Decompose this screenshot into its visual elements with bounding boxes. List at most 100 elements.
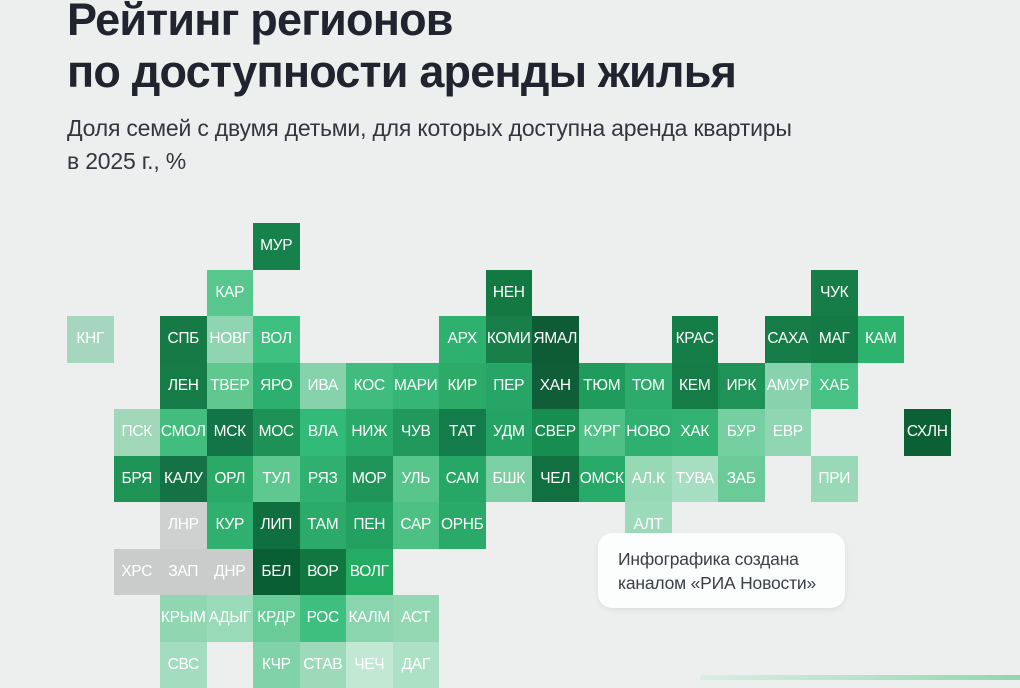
region-tile-ХАН: ХАН: [532, 363, 579, 410]
region-tile-ТУЛ: ТУЛ: [253, 456, 300, 503]
region-tile-ПЕР: ПЕР: [486, 363, 533, 410]
region-tile-label: БУР: [727, 423, 756, 441]
region-tile-label: ЛЕН: [168, 377, 199, 395]
region-tile-ВЛА: ВЛА: [300, 409, 347, 456]
region-tile-МАГ: МАГ: [811, 316, 858, 363]
region-tile-ИВА: ИВА: [300, 363, 347, 410]
region-tile-СТАВ: СТАВ: [300, 642, 347, 688]
region-tile-ТАМ: ТАМ: [300, 502, 347, 549]
region-tile-ПРИ: ПРИ: [811, 456, 858, 503]
region-tile-label: САМ: [446, 470, 479, 488]
region-tile-ЧУВ: ЧУВ: [393, 409, 440, 456]
region-tile-СВС: СВС: [160, 642, 207, 688]
region-tile-НОВО: НОВО: [625, 409, 672, 456]
region-tile-ИРК: ИРК: [718, 363, 765, 410]
region-tile-label: БРЯ: [122, 470, 152, 488]
region-tile-РЯЗ: РЯЗ: [300, 456, 347, 503]
region-tile-ТАТ: ТАТ: [439, 409, 486, 456]
region-tile-label: САР: [400, 516, 431, 534]
region-tile-УДМ: УДМ: [486, 409, 533, 456]
region-tile-КУР: КУР: [207, 502, 254, 549]
region-tile-label: КИР: [447, 377, 477, 395]
region-tile-label: ХАБ: [819, 377, 849, 395]
region-tile-СХЛН: СХЛН: [904, 409, 951, 456]
region-tile-label: НИЖ: [351, 423, 387, 441]
region-tile-label: МОР: [352, 470, 386, 488]
region-tile-label: АСТ: [401, 609, 430, 627]
region-tile-label: ДНР: [214, 563, 245, 581]
region-tile-label: ХАК: [680, 423, 709, 441]
region-tile-label: ВОР: [307, 563, 338, 581]
title-line-2: по доступности аренды жилья: [67, 46, 736, 97]
region-tile-label: ПСК: [122, 423, 152, 441]
region-tile-АСТ: АСТ: [393, 595, 440, 642]
region-tile-НЕН: НЕН: [486, 270, 533, 317]
region-tile-КАЛМ: КАЛМ: [346, 595, 393, 642]
region-tile-КОМИ: КОМИ: [486, 316, 533, 363]
region-tile-label: СХЛН: [907, 423, 948, 441]
region-tile-label: ЧЕЧ: [354, 656, 384, 674]
region-tile-label: ЗАП: [168, 563, 198, 581]
region-tile-label: АЛТ: [634, 516, 663, 534]
region-tile-ДНР: ДНР: [207, 549, 254, 596]
region-tile-АМУР: АМУР: [765, 363, 812, 410]
region-tile-БУР: БУР: [718, 409, 765, 456]
region-tile-label: САХА: [767, 330, 808, 348]
region-tile-ЧЕЛ: ЧЕЛ: [532, 456, 579, 503]
region-tile-label: ПРИ: [818, 470, 850, 488]
region-tile-label: КОС: [354, 377, 385, 395]
region-tile-label: КНГ: [76, 330, 104, 348]
region-tile-label: ЕВР: [773, 423, 803, 441]
region-tile-КОС: КОС: [346, 363, 393, 410]
region-tile-label: КАР: [215, 284, 244, 302]
region-tile-label: ВЛА: [308, 423, 338, 441]
region-tile-ДАГ: ДАГ: [393, 642, 440, 688]
region-tile-КРАС: КРАС: [672, 316, 719, 363]
region-tile-label: РЯЗ: [308, 470, 338, 488]
region-tile-МАРИ: МАРИ: [393, 363, 440, 410]
region-tile-ПСК: ПСК: [114, 409, 161, 456]
region-tile-label: ОМСК: [580, 470, 624, 488]
region-tile-label: ПЕН: [353, 516, 385, 534]
region-tile-ОРЛ: ОРЛ: [207, 456, 254, 503]
region-tile-ПЕН: ПЕН: [346, 502, 393, 549]
region-tile-НОВГ: НОВГ: [207, 316, 254, 363]
source-note-bubble: Инфографика создана каналом «РИА Новости…: [598, 533, 845, 608]
source-note-line-2: каналом «РИА Новости»: [618, 571, 825, 595]
region-tile-label: ИВА: [308, 377, 338, 395]
region-tile-ЯРО: ЯРО: [253, 363, 300, 410]
region-tile-ХАБ: ХАБ: [811, 363, 858, 410]
region-tile-label: МАРИ: [394, 377, 438, 395]
region-tile-label: КАЛУ: [164, 470, 203, 488]
region-tile-label: ЯМАЛ: [533, 330, 577, 348]
region-tile-КЕМ: КЕМ: [672, 363, 719, 410]
region-tile-label: ЧУВ: [401, 423, 431, 441]
region-tile-label: КАЛМ: [348, 609, 390, 627]
region-tile-ЗАП: ЗАП: [160, 549, 207, 596]
region-tile-НИЖ: НИЖ: [346, 409, 393, 456]
region-tile-ТЮМ: ТЮМ: [579, 363, 626, 410]
region-tile-label: ТУВА: [676, 470, 714, 488]
region-tile-label: ЛИП: [260, 516, 292, 534]
region-tile-САХА: САХА: [765, 316, 812, 363]
region-tile-САР: САР: [393, 502, 440, 549]
region-tile-ЕВР: ЕВР: [765, 409, 812, 456]
region-tile-label: МУР: [260, 237, 292, 255]
region-tile-label: УЛЬ: [401, 470, 430, 488]
region-tile-label: СПБ: [167, 330, 199, 348]
region-tile-МСК: МСК: [207, 409, 254, 456]
region-tile-label: УДМ: [493, 423, 525, 441]
region-tile-label: ТАТ: [449, 423, 476, 441]
region-tile-ВОР: ВОР: [300, 549, 347, 596]
region-tile-label: ОРНБ: [441, 516, 484, 534]
region-tile-КНГ: КНГ: [67, 316, 114, 363]
region-tile-ВОЛГ: ВОЛГ: [346, 549, 393, 596]
region-tile-label: ЗАБ: [727, 470, 756, 488]
region-tile-label: ИРК: [726, 377, 756, 395]
region-tile-label: ВОЛ: [261, 330, 292, 348]
region-tile-label: АМУР: [767, 377, 809, 395]
region-tile-УЛЬ: УЛЬ: [393, 456, 440, 503]
region-tile-СПБ: СПБ: [160, 316, 207, 363]
region-tile-label: СВС: [168, 656, 199, 674]
